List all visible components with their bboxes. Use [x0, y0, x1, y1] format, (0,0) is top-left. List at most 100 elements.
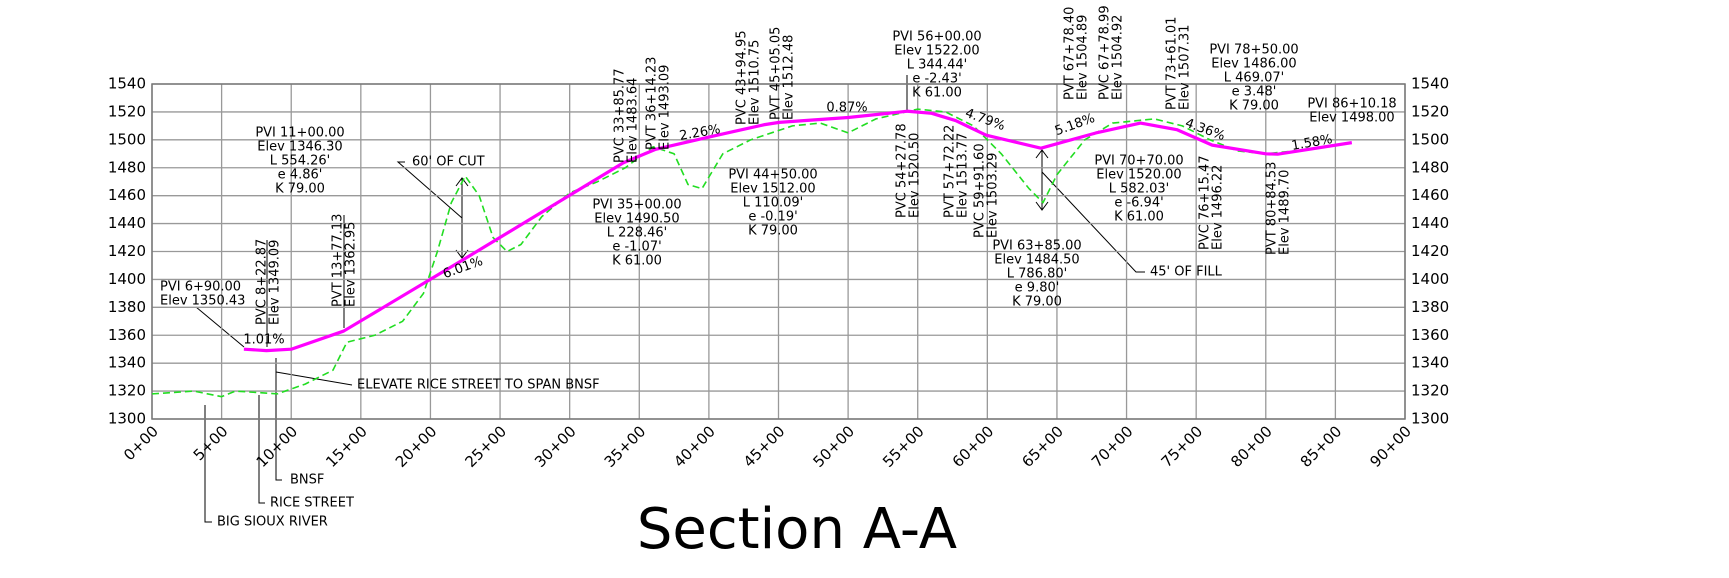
annotation-text: PVT 67+78.40 [1063, 7, 1078, 100]
annotation: RICE STREET [270, 496, 354, 511]
annotation: 0.87% [826, 101, 867, 116]
x-tick-label: 40+00 [670, 422, 719, 471]
annotation: BIG SIOUX RIVER [217, 515, 328, 530]
annotation-text: K 79.00 [275, 182, 325, 197]
profile-line [243, 109, 1353, 353]
annotation-text: BIG SIOUX RIVER [217, 515, 328, 530]
annotation-text: L 554.26' [270, 154, 330, 169]
annotation-text: PVI 78+50.00 [1209, 43, 1298, 58]
annotation: BNSF [290, 473, 324, 488]
annotation-text: PVT 80+84.53 [1265, 162, 1280, 255]
y-tick-label: 1520 [108, 102, 146, 120]
x-tick-label: 70+00 [1088, 422, 1137, 471]
y-tick-label: 1300 [1411, 410, 1449, 428]
annotation-text: Elev 1520.00 [1096, 168, 1181, 183]
x-tick-label: 65+00 [1018, 422, 1067, 471]
annotation-text: Elev 1510.75 [748, 40, 763, 125]
annotation-text: K 79.00 [748, 224, 798, 239]
annotation-text: PVC 54+27.78 [895, 123, 910, 218]
x-tick-label: 5+00 [190, 422, 232, 464]
annotation: 4.79% [963, 106, 1007, 134]
annotation-text: e -1.07' [612, 240, 661, 255]
annotation-text: PVT 36+14.23 [645, 57, 660, 150]
y-tick-label: 1320 [1411, 382, 1449, 400]
y-tick-label: 1380 [1411, 298, 1449, 316]
leader [275, 371, 353, 386]
annotation-text: L 582.03' [1109, 182, 1169, 197]
y-tick-label: 1480 [108, 158, 146, 176]
annotation-text: ELEVATE RICE STREET TO SPAN BNSF [357, 378, 600, 393]
annotation-text: PVC 67+78.99 [1098, 5, 1113, 100]
annotation-text: PVI 35+00.00 [592, 198, 681, 213]
annotation-text: Elev 1513.77 [956, 133, 971, 218]
annotation-text: 4.79% [963, 106, 1007, 134]
annotation-text: Elev 1484.50 [994, 253, 1079, 268]
y-tick-label: 1360 [108, 326, 146, 344]
y-tick-label: 1400 [108, 270, 146, 288]
arrow-head [1035, 201, 1049, 211]
annotation-text: Elev 1512.00 [730, 182, 815, 197]
leader [195, 306, 245, 348]
annotation-text: e -6.94' [1114, 196, 1163, 211]
x-tick-label: 20+00 [392, 422, 441, 471]
annotation: 1.01% [243, 333, 284, 348]
annotation-text: K 61.00 [912, 86, 962, 101]
annotation: 45' OF FILL [1150, 265, 1223, 280]
annotation-text: Elev 1520.50 [908, 133, 923, 218]
annotation-text: Elev 1489.70 [1278, 170, 1293, 255]
y-tick-label: 1440 [1411, 214, 1449, 232]
x-tick-label: 25+00 [461, 422, 510, 471]
annotation-text: e -0.19' [748, 210, 797, 225]
annotation-text: e 9.80' [1015, 281, 1060, 296]
arrow-head [455, 249, 469, 259]
y-tick-label: 1480 [1411, 158, 1449, 176]
y-tick-label: 1320 [108, 382, 146, 400]
annotation-text: PVI 86+10.18 [1307, 97, 1396, 112]
annotation-text: Elev 1503.29 [986, 153, 1001, 238]
annotation-text: RICE STREET [270, 496, 354, 511]
y-tick-label: 1460 [1411, 186, 1449, 204]
annotation-text: PVI 70+70.00 [1094, 154, 1183, 169]
annotation-text: K 61.00 [1114, 210, 1164, 225]
x-tick-label: 80+00 [1227, 422, 1276, 471]
annotation-text: Elev 1350.43 [160, 294, 245, 309]
x-tick-label: 0+00 [120, 422, 162, 464]
annotation-text: PVT 57+72.22 [943, 125, 958, 218]
x-tick-label: 75+00 [1158, 422, 1207, 471]
annotation-text: Elev 1496.22 [1211, 165, 1226, 250]
y-tick-label: 1500 [108, 130, 146, 148]
x-tick-label: 55+00 [879, 422, 928, 471]
annotation-text: Elev 1362.95 [344, 222, 359, 307]
x-tick-label: 10+00 [253, 422, 302, 471]
leader [1041, 171, 1145, 273]
annotation: 2.26% [678, 122, 721, 144]
annotation-text: 1.58% [1290, 132, 1333, 154]
arrow-head [1035, 149, 1049, 159]
y-tick-label: 1460 [108, 186, 146, 204]
arrow-head [455, 177, 469, 187]
annotation-text: L 786.80' [1007, 267, 1067, 282]
annotation-text: K 79.00 [1012, 295, 1062, 310]
annotation-text: PVC 33+85.77 [613, 68, 628, 163]
annotation-text: PVT 45+05.05 [769, 27, 784, 120]
annotation-text: Elev 1483.64 [626, 78, 641, 163]
y-tick-label: 1360 [1411, 326, 1449, 344]
annotation-text: 45' OF FILL [1150, 265, 1223, 280]
annotation-text: e 4.86' [278, 168, 323, 183]
annotation-text: K 61.00 [612, 254, 662, 269]
leader [258, 395, 265, 504]
y-tick-label: 1380 [108, 298, 146, 316]
annotation-text: L 228.46' [607, 226, 667, 241]
annotation-text: L 469.07' [1224, 71, 1284, 86]
